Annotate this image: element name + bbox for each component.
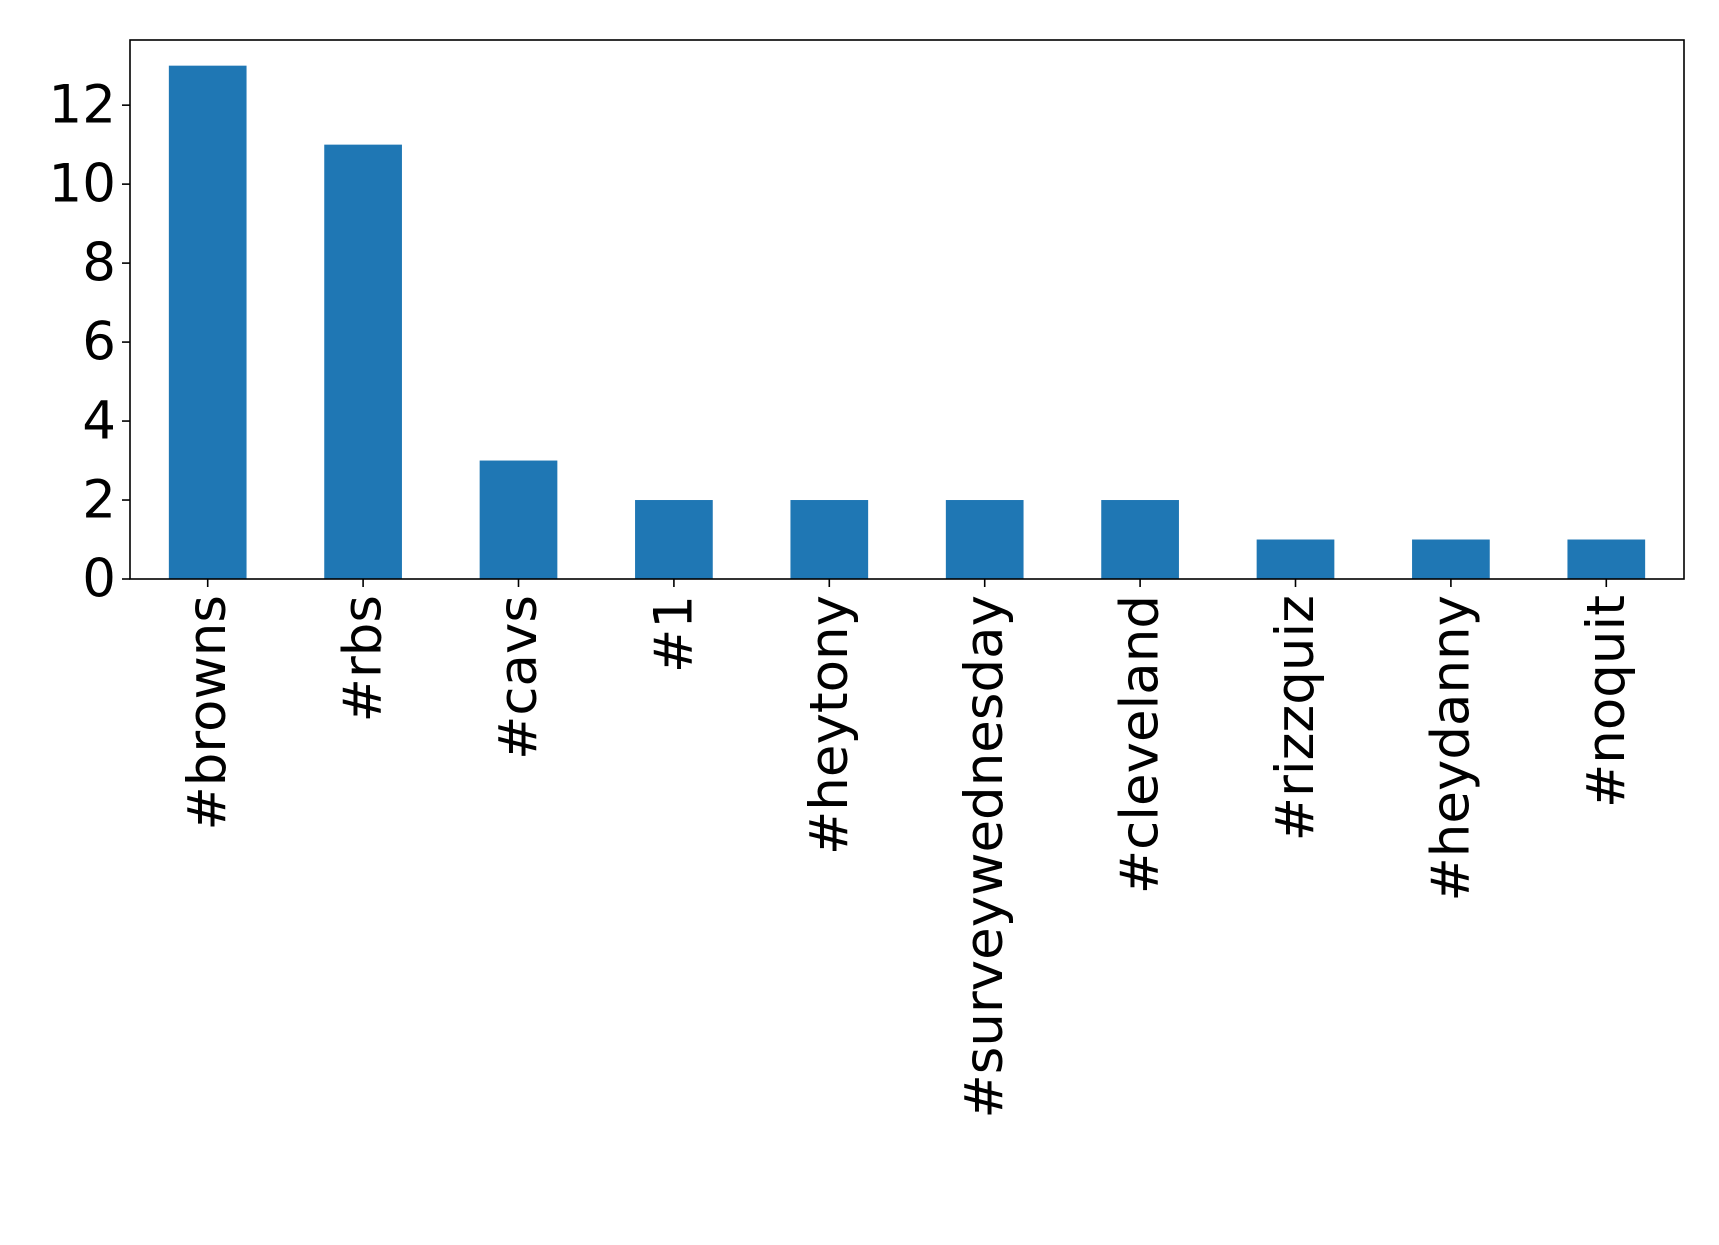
- x-tick-label: #surveywednesday: [954, 595, 1015, 1119]
- y-tick-label: 4: [82, 391, 116, 452]
- bar-0: [168, 65, 247, 579]
- x-axis: #browns #rbs #cavs #1 #heytony #surveywednesd…: [177, 579, 1637, 1119]
- x-tick-label: #browns: [177, 595, 238, 831]
- y-tick-label: 2: [82, 470, 116, 531]
- y-tick-label: 6: [82, 312, 116, 373]
- bars-group: [168, 65, 1646, 579]
- x-tick-label: #1: [643, 595, 704, 673]
- y-tick-label: 10: [49, 154, 116, 215]
- bar-1: [324, 144, 402, 579]
- bar-6: [1101, 500, 1179, 579]
- plot-frame: [129, 39, 1685, 580]
- bar-5: [945, 500, 1024, 579]
- x-tick-label: #cavs: [488, 595, 549, 760]
- y-tick-label: 0: [82, 549, 116, 610]
- x-tick-label: #heytony: [799, 595, 860, 855]
- x-tick-label: #noquit: [1576, 595, 1637, 808]
- y-tick-label: 8: [82, 233, 116, 294]
- x-tick-label: #heydanny: [1420, 595, 1481, 902]
- y-tick-label: 12: [49, 75, 116, 136]
- bar-8: [1412, 539, 1490, 579]
- bar-4: [790, 500, 869, 579]
- bar-2: [479, 460, 558, 579]
- bar-3: [635, 500, 713, 579]
- x-tick-label: #rbs: [333, 595, 394, 722]
- bar-7: [1256, 539, 1335, 579]
- x-tick-label: #rizzquiz: [1265, 595, 1326, 841]
- y-axis: 0 2 4 6 8 10 12: [49, 75, 130, 610]
- bar-9: [1567, 539, 1646, 579]
- x-tick-label: #cleveland: [1110, 595, 1171, 894]
